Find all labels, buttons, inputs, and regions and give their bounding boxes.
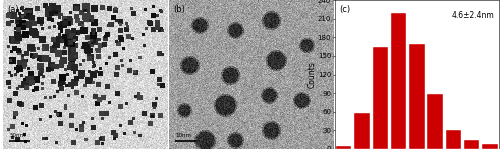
Bar (446, 130, 461, 149)
Text: 4.6±2.4nm: 4.6±2.4nm (452, 11, 494, 20)
Text: (a): (a) (8, 5, 19, 14)
Text: 50nm: 50nm (9, 133, 25, 138)
Bar (391, 13, 406, 149)
Text: 10nm: 10nm (175, 133, 191, 138)
Text: (b): (b) (174, 5, 186, 14)
Y-axis label: Counts: Counts (307, 61, 316, 88)
Bar (336, 146, 351, 149)
Bar (428, 94, 443, 149)
Bar (464, 140, 479, 149)
Bar (482, 144, 498, 149)
Bar (354, 113, 370, 149)
Bar (372, 47, 388, 149)
Bar (409, 44, 424, 149)
Text: (c): (c) (340, 5, 350, 14)
